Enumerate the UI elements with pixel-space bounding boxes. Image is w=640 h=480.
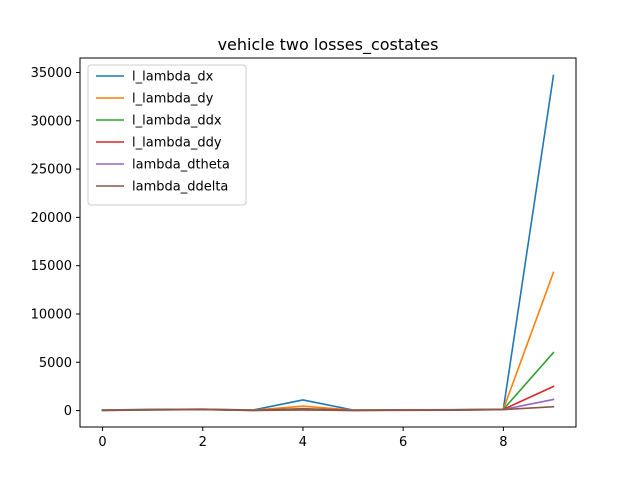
y-axis: 0 5000 10000 15000 20000 25000 30000 35000 <box>31 66 80 419</box>
chart-title: vehicle two losses_costates <box>218 35 439 55</box>
y-tick-label: 30000 <box>31 114 72 129</box>
y-tick-label: 5000 <box>39 356 72 371</box>
y-tick-label: 10000 <box>31 307 72 322</box>
y-tick-label: 25000 <box>31 163 72 178</box>
legend-label-l_lambda_ddy: l_lambda_ddy <box>132 136 222 151</box>
legend-label-l_lambda_dy: l_lambda_dy <box>132 92 214 107</box>
legend-label-lambda_dtheta: lambda_dtheta <box>132 158 230 173</box>
x-axis: 0 2 4 6 8 <box>98 427 507 450</box>
legend-label-l_lambda_ddx: l_lambda_ddx <box>132 114 222 129</box>
x-tick-label: 4 <box>299 435 307 450</box>
legend-label-l_lambda_dx: l_lambda_dx <box>132 70 214 85</box>
y-tick-label: 15000 <box>31 259 72 274</box>
x-tick-label: 8 <box>499 435 507 450</box>
x-tick-label: 2 <box>199 435 207 450</box>
series-line-lambda_ddelta <box>101 405 555 412</box>
plot-frame <box>79 57 577 428</box>
x-tick-label: 0 <box>98 435 106 450</box>
y-tick-label: 0 <box>64 404 72 419</box>
legend-label-lambda_ddelta: lambda_ddelta <box>132 180 228 195</box>
legend: l_lambda_dx l_lambda_dy l_lambda_ddx l_lamb… <box>87 64 247 206</box>
y-tick-label: 35000 <box>31 66 72 81</box>
y-tick-label: 20000 <box>31 211 72 226</box>
legend-box <box>87 64 247 206</box>
x-tick-label: 6 <box>399 435 407 450</box>
series-layer <box>101 74 555 412</box>
